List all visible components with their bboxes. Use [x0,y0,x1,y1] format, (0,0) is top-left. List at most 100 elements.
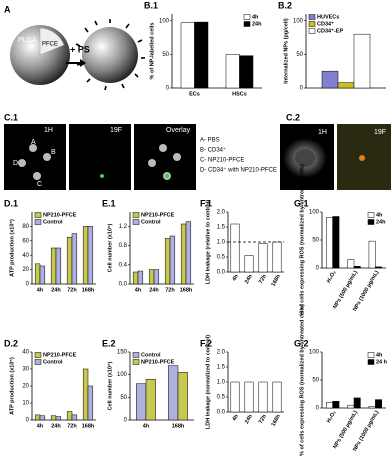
y-tick-label: 0 [26,418,30,424]
y-tick-label: 1.0 [217,380,226,386]
bar [39,415,46,421]
x-tick-label: 4h [232,413,241,422]
bar [153,269,160,285]
y-tick-label: 40 [22,350,29,356]
y-tick-label: 0.0 [217,410,226,416]
legend-swatch [367,359,375,365]
bar [337,82,355,89]
bar [39,265,46,285]
x-tick-label: 72h [258,413,268,425]
y-axis-label: ATP production (x10⁵) [9,357,15,415]
bar [34,263,41,285]
x-tick-label: 72h [258,273,268,285]
spot-label: A [31,139,36,146]
panel-label: A [4,4,11,14]
bar [185,221,192,285]
panel-label: B.1 [144,0,158,10]
bar [66,411,73,421]
x-tick-label: 4h [143,423,150,429]
panel-label: F.2 [200,338,212,348]
legend-swatch [132,219,140,225]
y-axis-label: % of NP-labelled cells [149,23,155,80]
bar [180,223,187,285]
y-tick-label: 0.0 [119,282,128,288]
bar [71,233,78,285]
legend-label: NP210-PFCE [43,212,77,218]
y-tick-label: 0 [316,406,320,412]
bar [87,385,94,421]
legend-swatch [132,352,140,358]
y-tick-label: 20 [22,267,29,273]
y-tick-label: 20 [22,384,29,390]
bar [353,397,361,409]
y-tick-label: 60 [22,238,29,244]
y-axis-label: LDH leakage (relative to control) [205,200,211,285]
x-tick-label: 72h [165,287,175,293]
panel-label: C.2 [286,112,300,122]
bar [180,22,195,89]
mri-images [280,124,391,190]
legend-label: Control [141,352,161,358]
microscopy-images [4,124,196,190]
x-tick-label: H₂O₂ [326,269,338,284]
panel-label: F.1 [200,198,212,208]
legend-swatch [367,219,375,225]
legend-swatch [132,359,140,365]
legend-label: 4h [376,212,383,218]
y-axis-label: LDH leakage (normalized to control) [205,335,211,429]
x-tick-label: 24h [244,273,254,285]
x-tick-label: 4h [232,273,241,282]
core-label: PFCE [42,42,58,48]
y-tick-label: 1.2 [119,224,128,230]
bar [368,240,376,269]
bar [145,378,156,421]
y-tick-label: 1.5 [217,225,226,231]
legend-label: 24h [252,21,262,27]
legend-swatch [34,359,42,365]
bar [225,54,240,89]
y-tick-label: 0 [316,266,320,272]
x-tick-label: HSCs [232,91,247,97]
legend-label: NP210-PFCE [43,352,77,358]
y-tick-label: 2.0 [217,210,226,216]
y-tick-label: 0 [300,86,304,92]
bar [148,269,155,285]
legend-swatch [243,21,251,27]
x-tick-label: H₂O₂ [326,409,338,424]
y-tick-label: 1.5 [217,365,226,371]
y-axis-label: ATP production (x10⁵) [9,219,15,277]
y-tick-label: 30 [22,367,29,373]
y-tick-label: 50 [296,52,303,58]
panel-label: E.1 [102,198,116,208]
legend-swatch [308,14,316,20]
x-tick-label: 24h [244,413,254,425]
y-axis-label: Cell number (x10⁵) [107,361,113,410]
bar [272,241,282,273]
key-entry: D- CD34⁺ with NP210-PFCE [200,167,277,174]
x-tick-label: 4h [135,287,142,293]
bar [326,402,333,409]
bar [66,236,73,285]
bar [326,217,333,269]
image-column-label: Overlay [166,127,191,134]
y-tick-label: 150 [117,350,128,356]
y-tick-label: 100 [159,18,170,24]
bar [55,416,62,421]
image-column-label: 19F [110,127,122,134]
bar [177,372,188,421]
x-tick-label: 72h [67,423,77,429]
x-tick-label: 168h [82,423,95,429]
bar [137,270,144,285]
y-tick-label: 0.4 [119,262,128,268]
y-axis-label: % of cells expressing ROS (normalized by… [299,304,305,456]
key-entry: B- CD34⁺ [200,147,226,154]
legend-swatch [34,219,42,225]
y-tick-label: 2.0 [217,350,226,356]
y-tick-label: 0.5 [217,395,226,401]
bar [34,414,41,421]
panel-label: B.2 [278,0,292,10]
x-tick-label: 168h [180,287,193,293]
legend-label: Control [43,359,63,365]
legend-swatch [34,352,42,358]
